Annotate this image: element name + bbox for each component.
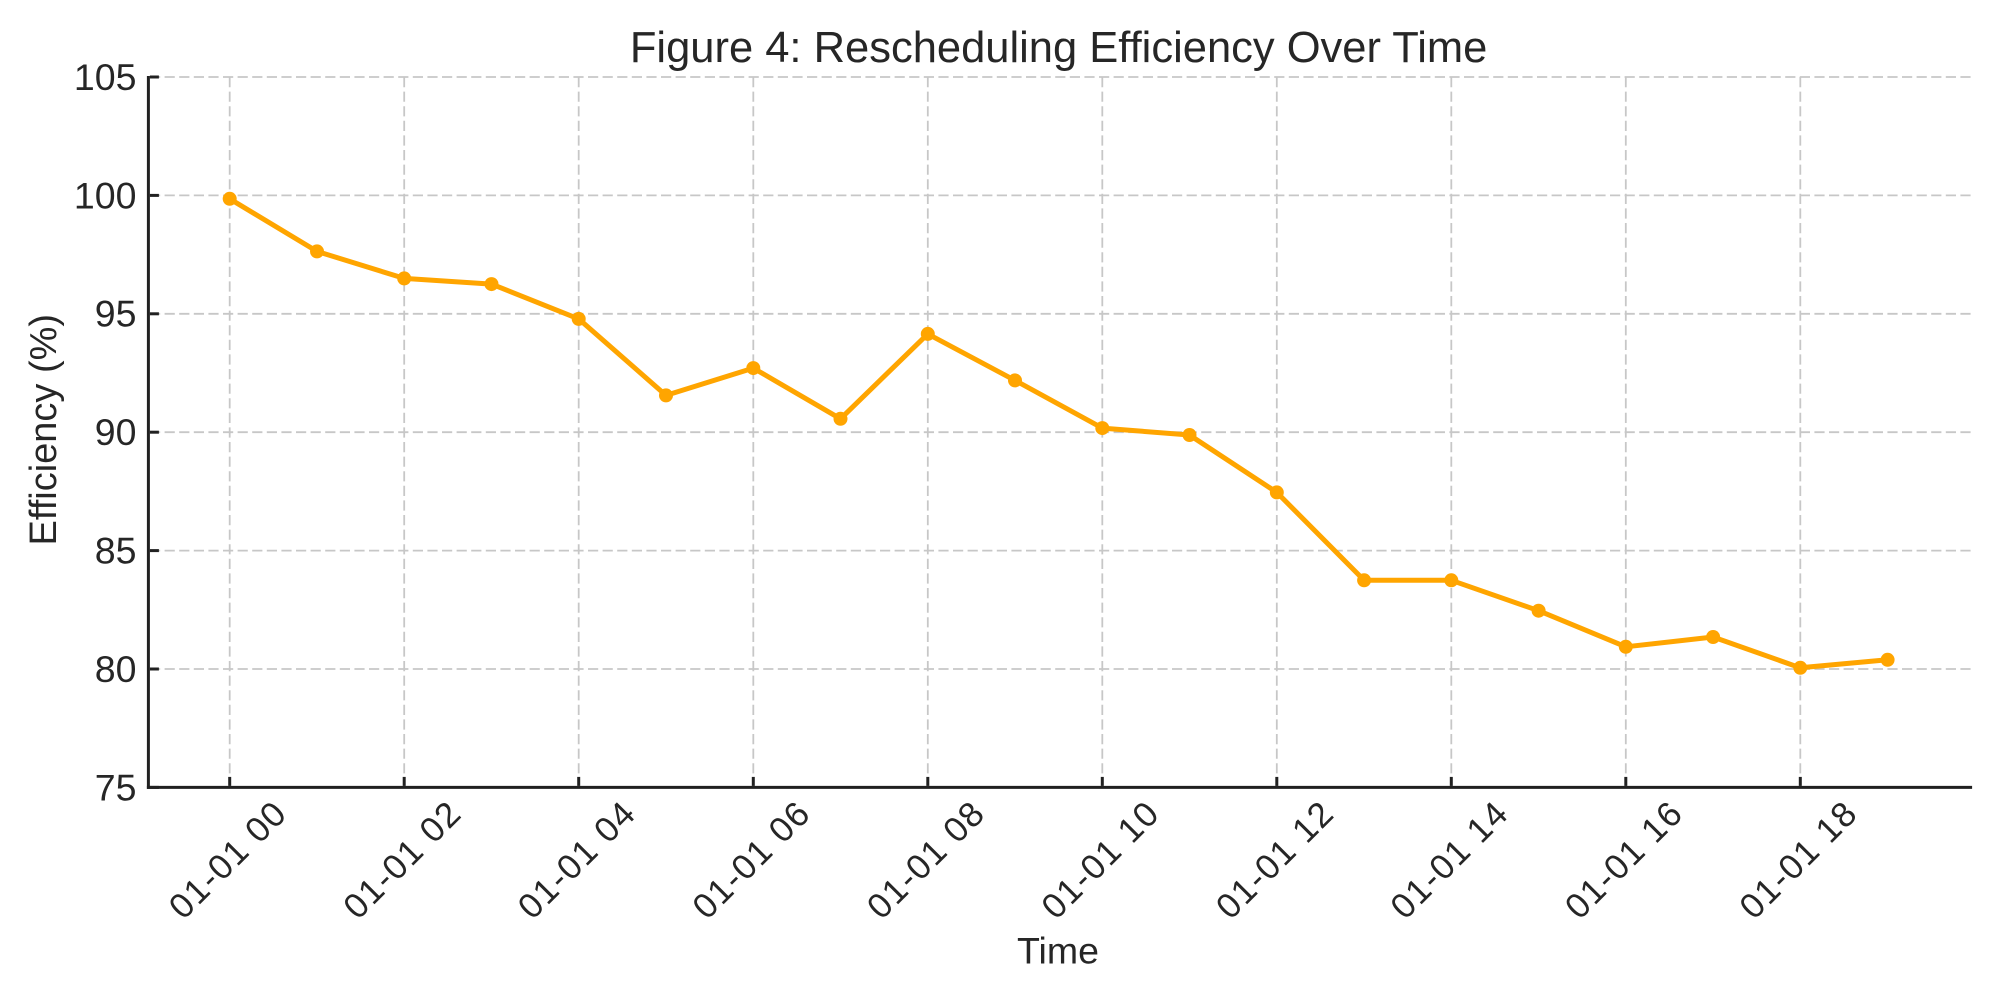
svg-text:Figure 4: Rescheduling Efficie: Figure 4: Rescheduling Efficiency Over T…	[630, 24, 1488, 72]
svg-text:105: 105	[74, 56, 137, 98]
svg-text:85: 85	[95, 530, 137, 572]
svg-text:Time: Time	[1017, 930, 1099, 972]
svg-text:90: 90	[95, 411, 137, 453]
svg-text:95: 95	[95, 293, 137, 335]
svg-text:Efficiency (%): Efficiency (%)	[23, 314, 65, 546]
svg-text:75: 75	[95, 766, 137, 808]
svg-text:80: 80	[95, 648, 137, 690]
svg-text:100: 100	[74, 174, 137, 216]
